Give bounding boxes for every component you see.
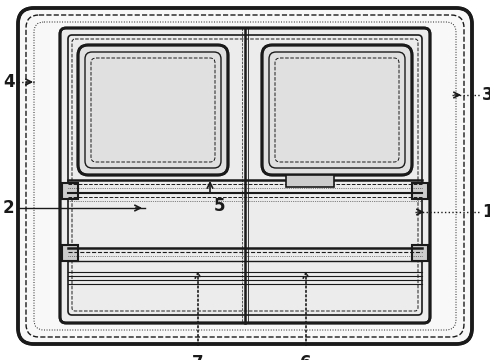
Text: 4: 4 — [3, 73, 15, 91]
FancyBboxPatch shape — [262, 45, 412, 175]
Bar — [286, 175, 334, 187]
Text: 7: 7 — [192, 354, 204, 360]
Bar — [62, 183, 78, 199]
Bar — [412, 245, 428, 261]
Text: 1: 1 — [482, 203, 490, 221]
FancyBboxPatch shape — [78, 45, 228, 175]
Bar — [62, 245, 78, 261]
Bar — [412, 183, 428, 199]
Text: 5: 5 — [214, 197, 225, 215]
FancyBboxPatch shape — [60, 28, 430, 323]
Text: 2: 2 — [3, 199, 15, 217]
FancyBboxPatch shape — [18, 8, 472, 344]
Text: 3: 3 — [482, 86, 490, 104]
Text: 6: 6 — [300, 354, 312, 360]
